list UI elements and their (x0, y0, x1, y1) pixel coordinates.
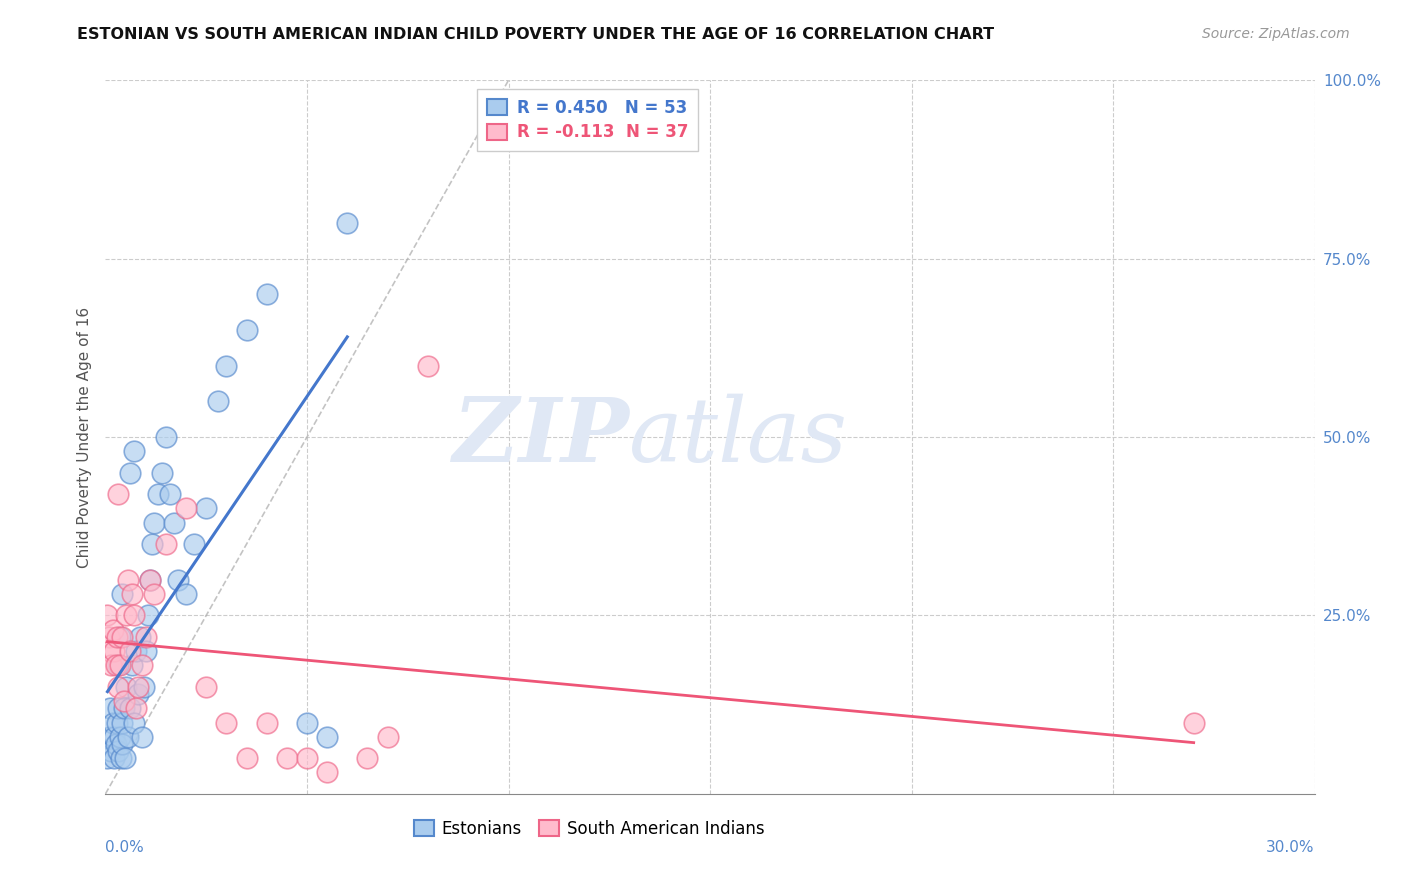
Point (108, 630, 131, 644)
Point (174, 501, 197, 516)
Point (103, 730, 125, 744)
Point (117, 730, 139, 744)
Point (124, 644, 148, 658)
Point (256, 287, 278, 301)
Point (235, 751, 257, 765)
Point (107, 487, 129, 501)
Point (207, 394, 229, 409)
Point (107, 701, 129, 715)
Point (141, 537, 163, 551)
Point (117, 573, 139, 587)
Point (159, 487, 181, 501)
Point (118, 644, 141, 658)
Point (122, 608, 145, 623)
Point (103, 644, 125, 658)
Point (100, 744, 122, 758)
Point (135, 630, 157, 644)
Point (101, 715, 124, 730)
Point (163, 516, 186, 530)
Point (377, 730, 399, 744)
Point (108, 658, 131, 673)
Point (100, 658, 122, 673)
Point (108, 730, 131, 744)
Point (1182, 715, 1205, 730)
Point (98, 630, 121, 644)
Point (316, 730, 339, 744)
Point (110, 587, 132, 601)
Point (135, 644, 157, 658)
Point (101, 623, 124, 637)
Point (167, 573, 190, 587)
Point (131, 658, 153, 673)
Point (110, 751, 132, 765)
Point (110, 630, 132, 644)
Legend: Estonians, South American Indians: Estonians, South American Indians (405, 812, 773, 847)
Point (122, 444, 145, 458)
Point (107, 680, 129, 694)
Point (215, 715, 238, 730)
Point (316, 765, 339, 780)
Point (98, 644, 121, 658)
Point (127, 687, 149, 701)
Point (105, 630, 128, 644)
Text: 0.0%: 0.0% (105, 840, 145, 855)
Point (146, 487, 169, 501)
Point (104, 658, 127, 673)
Point (155, 430, 177, 444)
Point (139, 573, 162, 587)
Point (121, 658, 143, 673)
Point (110, 715, 132, 730)
Point (142, 587, 165, 601)
Point (235, 323, 257, 337)
Point (142, 516, 165, 530)
Point (150, 466, 173, 480)
Text: ZIP: ZIP (453, 394, 630, 480)
Text: ESTONIAN VS SOUTH AMERICAN INDIAN CHILD POVERTY UNDER THE AGE OF 16 CORRELATION : ESTONIAN VS SOUTH AMERICAN INDIAN CHILD … (77, 27, 994, 42)
Point (336, 216, 359, 230)
Point (356, 751, 378, 765)
Text: 30.0%: 30.0% (1267, 840, 1315, 855)
Point (416, 359, 439, 373)
Point (155, 537, 177, 551)
Point (111, 737, 134, 751)
Y-axis label: Child Poverty Under the Age of 16: Child Poverty Under the Age of 16 (76, 307, 91, 567)
Point (121, 587, 143, 601)
Point (122, 715, 145, 730)
Point (105, 715, 128, 730)
Point (127, 680, 149, 694)
Point (114, 751, 136, 765)
Point (139, 573, 162, 587)
Text: atlas: atlas (630, 393, 848, 481)
Point (195, 680, 218, 694)
Point (195, 501, 218, 516)
Point (103, 751, 125, 765)
Point (174, 587, 197, 601)
Point (131, 730, 153, 744)
Point (96, 608, 118, 623)
Point (118, 701, 141, 715)
Point (96, 751, 118, 765)
Point (114, 608, 136, 623)
Point (295, 751, 318, 765)
Point (118, 466, 141, 480)
Point (98, 701, 121, 715)
Point (136, 608, 159, 623)
Point (183, 537, 205, 551)
Point (107, 744, 129, 758)
Text: Source: ZipAtlas.com: Source: ZipAtlas.com (1202, 27, 1350, 41)
Point (132, 680, 155, 694)
Point (112, 694, 135, 708)
Point (114, 680, 136, 694)
Point (128, 630, 150, 644)
Point (124, 701, 148, 715)
Point (215, 359, 238, 373)
Point (295, 715, 318, 730)
Point (98, 730, 121, 744)
Point (107, 658, 129, 673)
Point (256, 715, 278, 730)
Point (104, 737, 127, 751)
Point (276, 751, 298, 765)
Point (112, 701, 135, 715)
